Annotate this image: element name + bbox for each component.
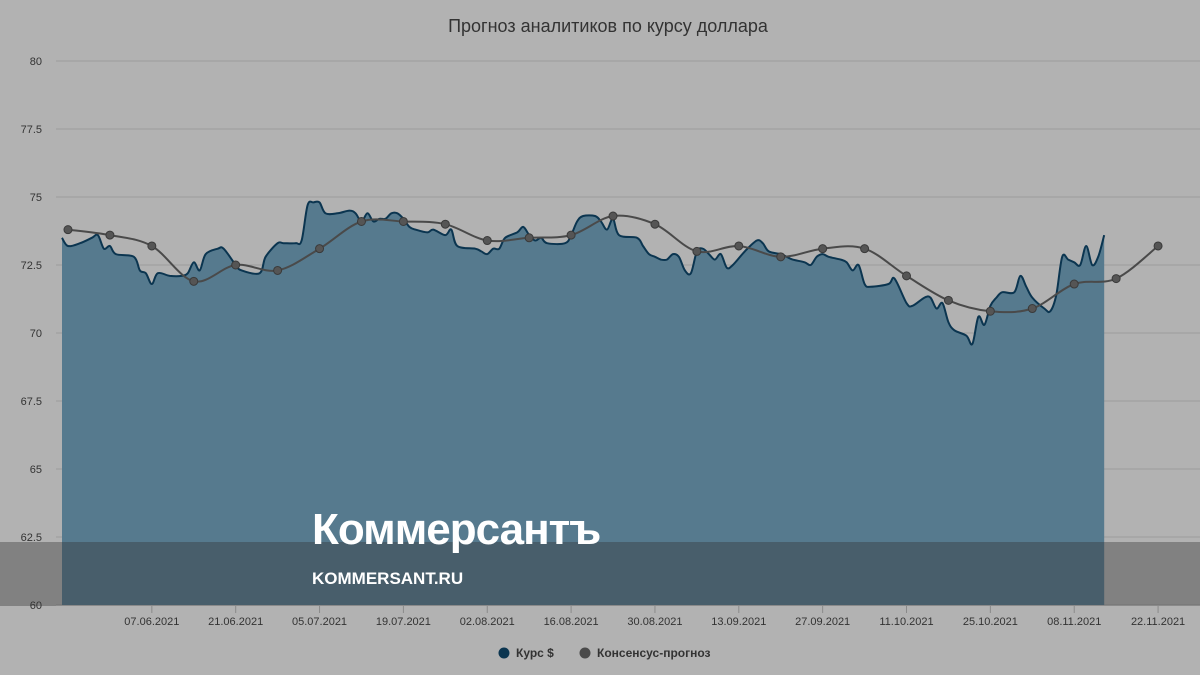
forecast-point <box>1153 241 1163 251</box>
forecast-point <box>440 219 450 229</box>
forecast-point <box>608 211 618 221</box>
y-tick-label: 77.5 <box>21 124 42 136</box>
y-tick-label: 65 <box>30 464 42 476</box>
x-tick-label: 21.06.2021 <box>208 616 263 628</box>
x-tick-label: 25.10.2021 <box>963 616 1018 628</box>
forecast-point <box>650 219 660 229</box>
series-area-fill <box>62 201 1105 605</box>
x-tick-label: 27.09.2021 <box>795 616 850 628</box>
chart-title: Прогноз аналитиков по курсу доллара <box>448 16 769 36</box>
legend-label: Консенсус-прогноз <box>597 646 711 660</box>
forecast-point <box>902 271 912 281</box>
y-tick-label: 62.5 <box>21 532 42 544</box>
series-line-layer <box>63 211 1163 316</box>
x-tick-label: 13.09.2021 <box>711 616 766 628</box>
forecast-point <box>398 216 408 226</box>
watermark-logo: Коммерсантъ <box>312 505 600 554</box>
legend-item-rate[interactable]: Курс $ <box>498 646 555 660</box>
forecast-point <box>524 233 534 243</box>
forecast-point <box>985 306 995 316</box>
legend[interactable]: Курс $ Консенсус-прогноз <box>498 646 711 660</box>
forecast-point <box>1027 304 1037 314</box>
legend-item-forecast[interactable]: Консенсус-прогноз <box>579 646 711 660</box>
y-tick-label: 80 <box>30 56 42 68</box>
x-tick-label: 08.11.2021 <box>1047 616 1101 628</box>
watermark: Коммерсантъ KOMMERSANT.RU <box>0 505 1200 606</box>
forecast-point <box>315 244 325 254</box>
series-area-layer <box>61 200 1106 605</box>
forecast-point <box>356 216 366 226</box>
forecast-point <box>818 244 828 254</box>
forecast-point <box>776 252 786 262</box>
x-tick-label: 22.11.2021 <box>1131 616 1185 628</box>
x-tick-label: 30.08.2021 <box>627 616 682 628</box>
series-area-line <box>61 200 1106 346</box>
forecast-point <box>1111 274 1121 284</box>
legend-marker <box>498 647 510 659</box>
x-tick-label: 11.10.2021 <box>879 616 933 628</box>
y-axis: 60 62.5 65 67.5 70 72.5 75 77.5 80 <box>21 56 42 612</box>
x-tick-label: 19.07.2021 <box>376 616 431 628</box>
x-tick-label: 07.06.2021 <box>124 616 179 628</box>
forecast-point <box>273 265 283 275</box>
y-tick-label: 67.5 <box>21 396 42 408</box>
x-tick-label: 05.07.2021 <box>292 616 347 628</box>
y-tick-label: 60 <box>30 600 42 612</box>
x-axis: 07.06.2021 21.06.2021 05.07.2021 19.07.2021… <box>56 605 1200 628</box>
watermark-url: KOMMERSANT.RU <box>312 569 463 588</box>
legend-label: Курс $ <box>516 646 554 660</box>
legend-marker <box>579 647 591 659</box>
y-tick-label: 75 <box>30 192 42 204</box>
forecast-point <box>482 236 492 246</box>
forecast-point <box>1069 279 1079 289</box>
forecast-point <box>105 230 115 240</box>
forecast-point <box>734 241 744 251</box>
forecast-point <box>189 276 199 286</box>
forecast-point <box>63 225 73 235</box>
y-tick-label: 72.5 <box>21 260 42 272</box>
y-tick-label: 70 <box>30 328 42 340</box>
x-tick-label: 02.08.2021 <box>460 616 515 628</box>
watermark-band <box>0 542 1200 606</box>
forecast-point <box>692 246 702 256</box>
forecast-point <box>231 260 241 270</box>
forecast-point <box>147 241 157 251</box>
forecast-point <box>860 244 870 254</box>
forecast-point <box>943 295 953 305</box>
x-tick-label: 16.08.2021 <box>544 616 599 628</box>
forecast-point <box>566 230 576 240</box>
